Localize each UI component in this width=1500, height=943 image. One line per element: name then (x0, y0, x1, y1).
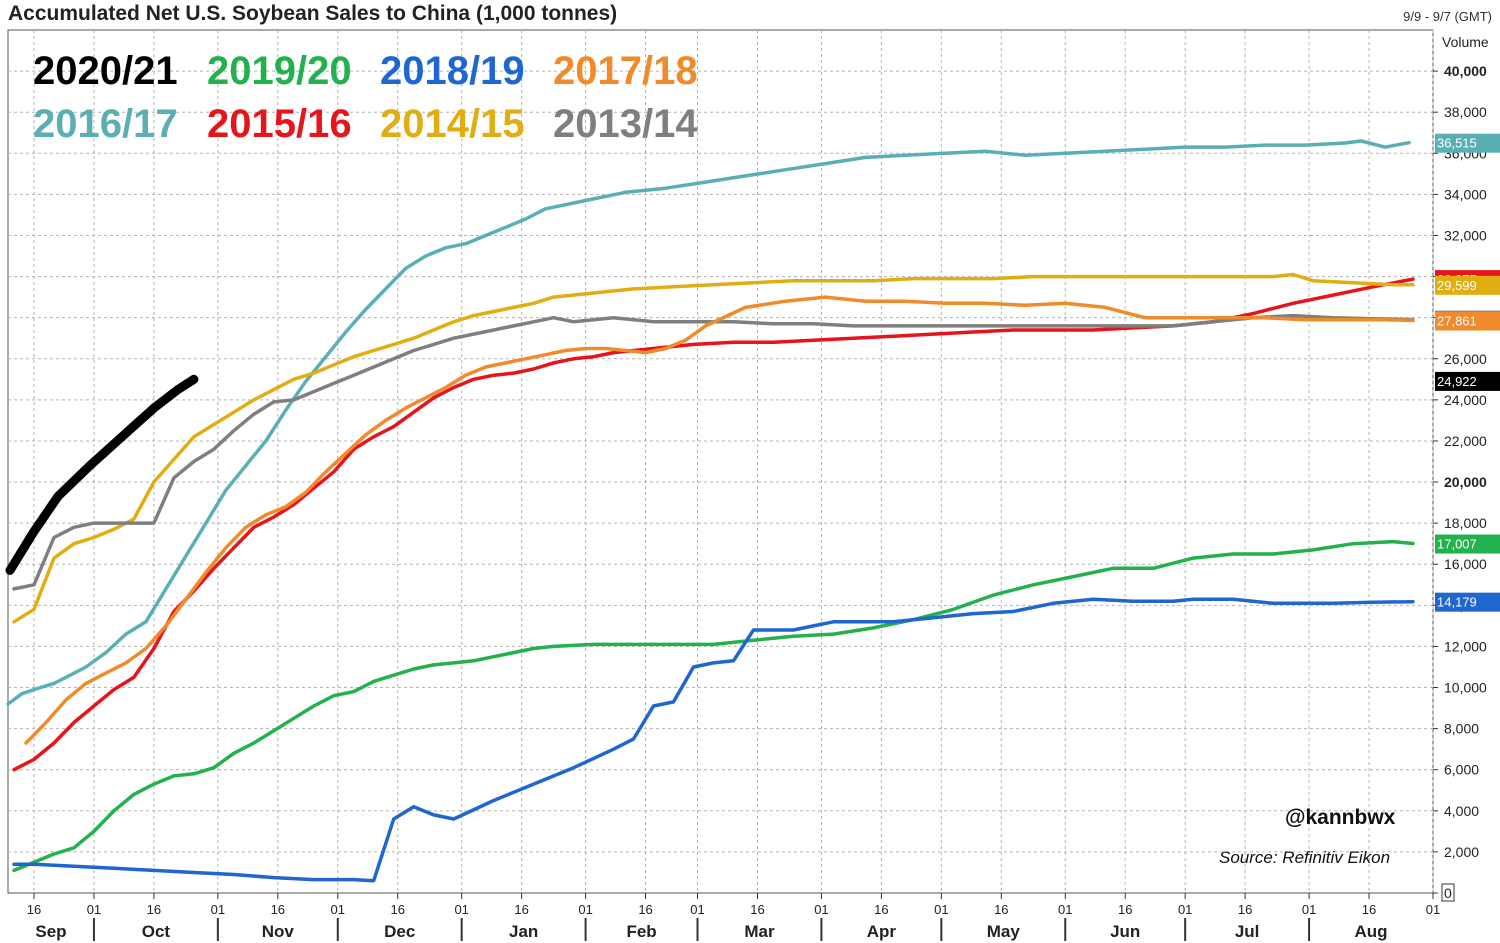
x-day-label: 16 (27, 902, 41, 917)
end-tag-2018-19: 14,179 (1435, 592, 1500, 612)
x-day-label: 16 (147, 902, 161, 917)
x-month-label: Jun (1110, 922, 1140, 941)
chart-title: Accumulated Net U.S. Soybean Sales to Ch… (8, 2, 618, 25)
legend-item-2019-20: 2019/20 (207, 49, 352, 93)
series-line-2013-14 (12, 313, 1415, 591)
series-line-2016-17 (6, 139, 1411, 706)
x-month-label: Mar (744, 922, 775, 941)
y-tick-label: 12,000 (1444, 638, 1487, 654)
x-day-label: 16 (1238, 902, 1252, 917)
end-tag-box (1435, 311, 1500, 331)
x-day-label: 01 (814, 902, 828, 917)
legend-item-2017-18: 2017/18 (553, 49, 698, 93)
series-line-2014-15 (12, 272, 1415, 624)
end-tag-2017-18: 27,861 (1435, 311, 1500, 331)
y-tick-label: 40,000 (1444, 63, 1487, 79)
y-tick-label: 38,000 (1444, 104, 1487, 120)
end-tag-value: 29,599 (1437, 278, 1477, 293)
legend-item-2013-14: 2013/14 (553, 102, 698, 146)
y-tick-label: 6,000 (1444, 762, 1479, 778)
y-tick-label: 2,000 (1444, 844, 1479, 860)
x-day-label: 16 (750, 902, 764, 917)
y-tick-label: 4,000 (1444, 803, 1479, 819)
end-tag-2014-15: 29,599 (1435, 275, 1500, 295)
end-tag-box (1435, 133, 1500, 153)
legend-item-2014-15: 2014/15 (380, 102, 525, 146)
series-line-2019-20 (12, 539, 1415, 873)
x-day-label: 01 (1178, 902, 1192, 917)
end-tag-2019-20: 17,007 (1435, 534, 1500, 554)
end-tag-box (1435, 275, 1500, 295)
legend-item-2020-21: 2020/21 (33, 49, 178, 93)
x-month-label: Nov (262, 922, 295, 941)
x-day-label: 01 (331, 902, 345, 917)
x-month-label: Aug (1355, 922, 1388, 941)
handle-annotation: @kannbwx (1285, 806, 1396, 829)
y-tick-label: 32,000 (1444, 227, 1487, 243)
date-range: 9/9 - 9/7 (GMT) (1403, 9, 1492, 24)
series-line-2020-21 (5, 374, 199, 575)
x-month-label: Sep (35, 922, 66, 941)
x-month-label: May (987, 922, 1021, 941)
legend-item-2016-17: 2016/17 (33, 102, 178, 146)
series-line-2018-19 (12, 597, 1415, 883)
y-tick-label: 18,000 (1444, 515, 1487, 531)
x-month-label: Apr (867, 922, 897, 941)
x-day-label: 16 (1362, 902, 1376, 917)
x-day-label: 16 (874, 902, 888, 917)
x-day-label: 16 (271, 902, 285, 917)
y-tick-label: 34,000 (1444, 186, 1487, 202)
x-day-label: 16 (1118, 902, 1132, 917)
source-annotation: Source: Refinitiv Eikon (1219, 848, 1390, 867)
y-tick-label: 0 (1444, 885, 1452, 901)
x-day-label: 01 (578, 902, 592, 917)
legend-item-2018-19: 2018/19 (380, 49, 525, 93)
end-value-tags: 36,51529,87729,59927,90527,86117,00714,1… (1435, 133, 1500, 612)
y-tick-label: 26,000 (1444, 351, 1487, 367)
x-day-label: 01 (690, 902, 704, 917)
y-tick-label: 8,000 (1444, 721, 1479, 737)
y-tick-label: 24,000 (1444, 392, 1487, 408)
zero-box (1441, 883, 1455, 902)
end-tag-box (1435, 592, 1500, 612)
x-month-label: Oct (142, 922, 171, 941)
y-tick-label: 10,000 (1444, 680, 1487, 696)
end-tag-value: 24,922 (1437, 374, 1477, 389)
x-day-label: 01 (1302, 902, 1316, 917)
x-day-label: 01 (454, 902, 468, 917)
end-tag-value: 27,861 (1437, 314, 1477, 329)
end-tag-value: 14,179 (1437, 595, 1477, 610)
x-day-label: 16 (390, 902, 404, 917)
y-tick-label: 22,000 (1444, 433, 1487, 449)
x-day-label: 01 (1426, 902, 1440, 917)
legend: 2020/21 2019/20 2018/19 2017/18 2016/17 2015/… (33, 49, 698, 146)
y-tick-label: 16,000 (1444, 556, 1487, 572)
x-month-label: Feb (626, 922, 656, 941)
x-day-label: 01 (211, 902, 225, 917)
x-month-label: Dec (384, 922, 415, 941)
x-day-label: 16 (638, 902, 652, 917)
end-tag-value: 36,515 (1437, 136, 1477, 151)
end-tag-2020-21: 24,922 (1435, 371, 1500, 391)
series-line-2017-18 (24, 295, 1415, 745)
end-tag-value: 17,007 (1437, 537, 1477, 552)
x-day-label: 01 (1058, 902, 1072, 917)
y-tick-label: 20,000 (1444, 474, 1487, 490)
end-tag-box (1435, 534, 1500, 554)
x-month-label: Jul (1235, 922, 1260, 941)
x-month-label: Jan (509, 922, 538, 941)
series-layer (5, 139, 1415, 883)
x-day-label: 16 (514, 902, 528, 917)
x-day-label: 01 (934, 902, 948, 917)
legend-item-2015-16: 2015/16 (207, 102, 352, 146)
y-axis-label: Volume (1442, 34, 1489, 50)
x-day-label: 16 (994, 902, 1008, 917)
end-tag-2016-17: 36,515 (1435, 133, 1500, 153)
end-tag-box (1435, 371, 1500, 391)
x-day-label: 01 (87, 902, 101, 917)
